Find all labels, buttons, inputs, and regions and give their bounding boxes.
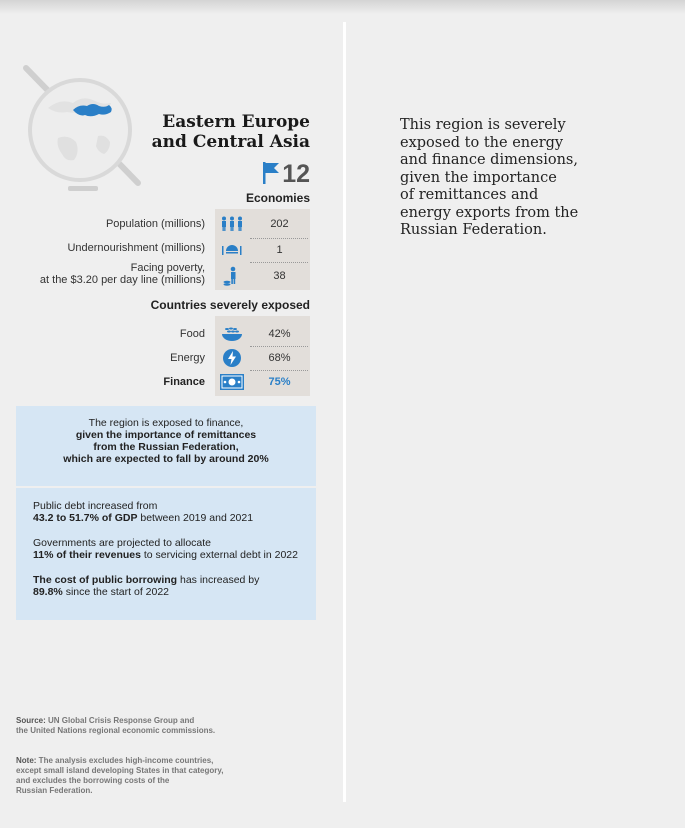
indicator-row-poverty: 38 [215, 264, 310, 288]
fact-external-debt-detail: to servicing external debt in 2022 [140, 549, 298, 561]
exposure-row-energy: 68% [215, 346, 310, 370]
indicator-label-population: Population (millions) [105, 218, 205, 230]
source-line2: the United Nations regional economic com… [16, 726, 216, 735]
top-shadow [0, 0, 685, 14]
fact-public-debt-figure: 43.2 to 51.7% of GDP [33, 512, 138, 524]
fact-public-debt-period: between 2019 and 2021 [137, 512, 254, 524]
summary-line: exposed to the energy [400, 134, 564, 151]
exposure-row-finance: 75% [215, 370, 310, 394]
indicator-label-poverty-line1: Facing poverty, [130, 262, 205, 274]
bowl-hand-icon [215, 243, 249, 257]
exposure-label-food: Food [179, 328, 205, 340]
exposure-value-food: 42% [268, 328, 291, 340]
person-coins-icon [215, 266, 249, 286]
note-lead: Note: [16, 756, 37, 765]
exposure-value-finance: 75% [268, 376, 291, 388]
note-line3: and excludes the borrowing costs of the [16, 776, 170, 785]
fact-borrowing-cost-period: since the start of 2022 [62, 586, 170, 598]
banknote-icon [215, 374, 249, 390]
indicator-label-poverty-line2: at the $3.20 per day line (millions) [39, 274, 205, 286]
summary-line: and finance dimensions, [400, 152, 578, 168]
summary-line: given the importance [400, 169, 557, 186]
fact-borrowing-cost-figure: 89.8% [33, 586, 63, 598]
note-line2: except small island developing States in… [16, 766, 224, 775]
region-summary-text: This region is severely exposed to the e… [400, 117, 610, 240]
finance-callout: The region is exposed to finance, given … [16, 406, 316, 486]
note-line1: The analysis excludes high-income countr… [36, 756, 214, 765]
exposure-label-finance: Finance [163, 376, 205, 388]
source-lead: Source: [16, 716, 46, 725]
summary-line: energy exports from the [400, 204, 579, 221]
indicator-value-poverty: 38 [273, 270, 286, 282]
wheat-bowl-icon [215, 326, 249, 342]
exposure-value-energy: 68% [268, 352, 291, 364]
row-separator [250, 238, 308, 239]
row-separator [250, 262, 308, 263]
exposure-label-energy: Energy [170, 352, 205, 364]
region-title-line1: Eastern Europe [162, 112, 310, 132]
people-icon [215, 216, 249, 232]
region-title: Eastern Europe and Central Asia [140, 112, 310, 152]
summary-line: This region is severely [400, 117, 566, 133]
key-facts-panel: Public debt increased from 43.2 to 51.7%… [16, 488, 316, 620]
callout-line1: The region is exposed to finance, [88, 417, 244, 429]
source-line1: UN Global Crisis Response Group and [45, 716, 195, 725]
note-line4: Russian Federation. [16, 786, 93, 795]
fact-public-debt-intro: Public debt increased from [33, 500, 158, 512]
exposure-title: Countries severely exposed [150, 298, 310, 312]
row-separator [250, 346, 308, 347]
analysis-note: Note: The analysis excludes high-income … [16, 756, 276, 796]
lightning-icon [215, 349, 249, 367]
exposure-row-food: 42% [215, 322, 310, 346]
region-title-line2: and Central Asia [151, 132, 310, 152]
fact-external-debt-intro: Governments are projected to allocate [33, 537, 212, 549]
fact-external-debt-figure: 11% of their revenues [33, 549, 141, 561]
callout-line4: which are expected to fall by around 20% [63, 453, 269, 465]
economies-label: Economies [245, 191, 310, 205]
indicator-row-undernourishment: 1 [215, 238, 310, 262]
source-note: Source: UN Global Crisis Response Group … [16, 716, 276, 736]
summary-line: Russian Federation. [400, 222, 547, 238]
economies-count: 12 [240, 160, 310, 188]
fact-borrowing-cost-intro: has increased by [177, 574, 260, 586]
indicator-row-population: 202 [215, 212, 310, 236]
economies-count-value: 12 [282, 160, 310, 188]
column-divider [343, 22, 346, 802]
row-separator [250, 370, 308, 371]
fact-public-debt: Public debt increased from 43.2 to 51.7%… [33, 500, 316, 524]
fact-borrowing-cost-lead: The cost of public borrowing [33, 574, 178, 586]
summary-line: of remittances and [400, 187, 539, 203]
indicator-value-undernourishment: 1 [276, 244, 283, 256]
indicator-label-undernourishment: Undernourishment (millions) [67, 242, 205, 254]
callout-line2: given the importance of remittances [75, 429, 257, 441]
callout-line3: from the Russian Federation, [93, 441, 239, 453]
fact-borrowing-cost: The cost of public borrowing has increas… [33, 574, 316, 598]
globe-icon [23, 65, 141, 191]
flag-icon [263, 162, 280, 184]
indicator-label-poverty: Facing poverty, at the $3.20 per day lin… [0, 262, 205, 286]
indicator-value-population: 202 [270, 218, 289, 230]
fact-external-debt: Governments are projected to allocate 11… [33, 537, 316, 561]
